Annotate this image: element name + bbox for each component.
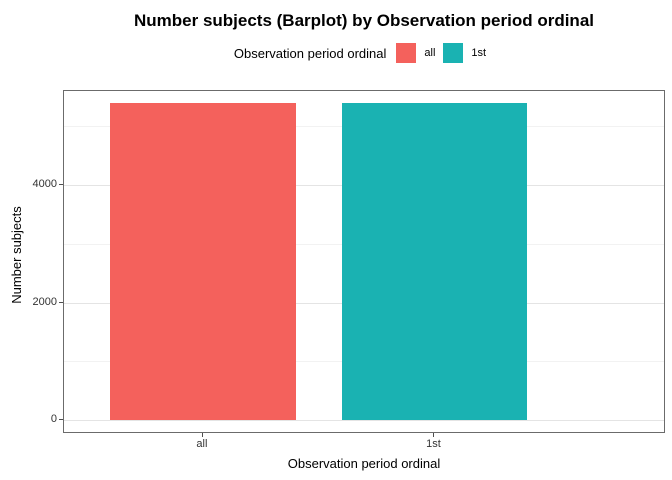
- legend-label-1st: 1st: [471, 47, 487, 59]
- chart-title: Number subjects (Barplot) by Observation…: [133, 11, 594, 30]
- gridline-major-0: [64, 420, 664, 421]
- x-tickmark-all: [201, 433, 203, 437]
- legend-label-all: all: [424, 47, 436, 59]
- legend-swatch-1st: [443, 43, 464, 63]
- y-tick-label-2000: 2000: [32, 295, 57, 308]
- bar-1st: [341, 103, 528, 420]
- x-axis-title: Observation period ordinal: [287, 456, 441, 471]
- y-tickmark-2000: [59, 301, 63, 303]
- bar-all: [110, 103, 296, 420]
- legend-item-1st: 1st: [443, 43, 486, 63]
- y-tick-label-4000: 4000: [32, 178, 57, 190]
- legend-title: Observation period ordinal: [233, 45, 387, 61]
- legend: Observation period ordinal all 1st: [63, 42, 665, 64]
- x-tick-label-1st: 1st: [426, 438, 441, 450]
- plot-panel: [63, 90, 665, 433]
- legend-items: all 1st: [396, 43, 494, 63]
- x-tick-label-all: all: [196, 438, 208, 450]
- y-axis-title: Number subjects: [9, 206, 24, 304]
- legend-swatch-all: [396, 43, 417, 63]
- legend-item-all: all: [396, 43, 435, 63]
- y-tickmark-4000: [59, 184, 63, 185]
- x-tickmark-1st: [433, 433, 435, 437]
- y-tickmark-0: [59, 419, 63, 420]
- y-tick-label-0: 0: [50, 413, 57, 425]
